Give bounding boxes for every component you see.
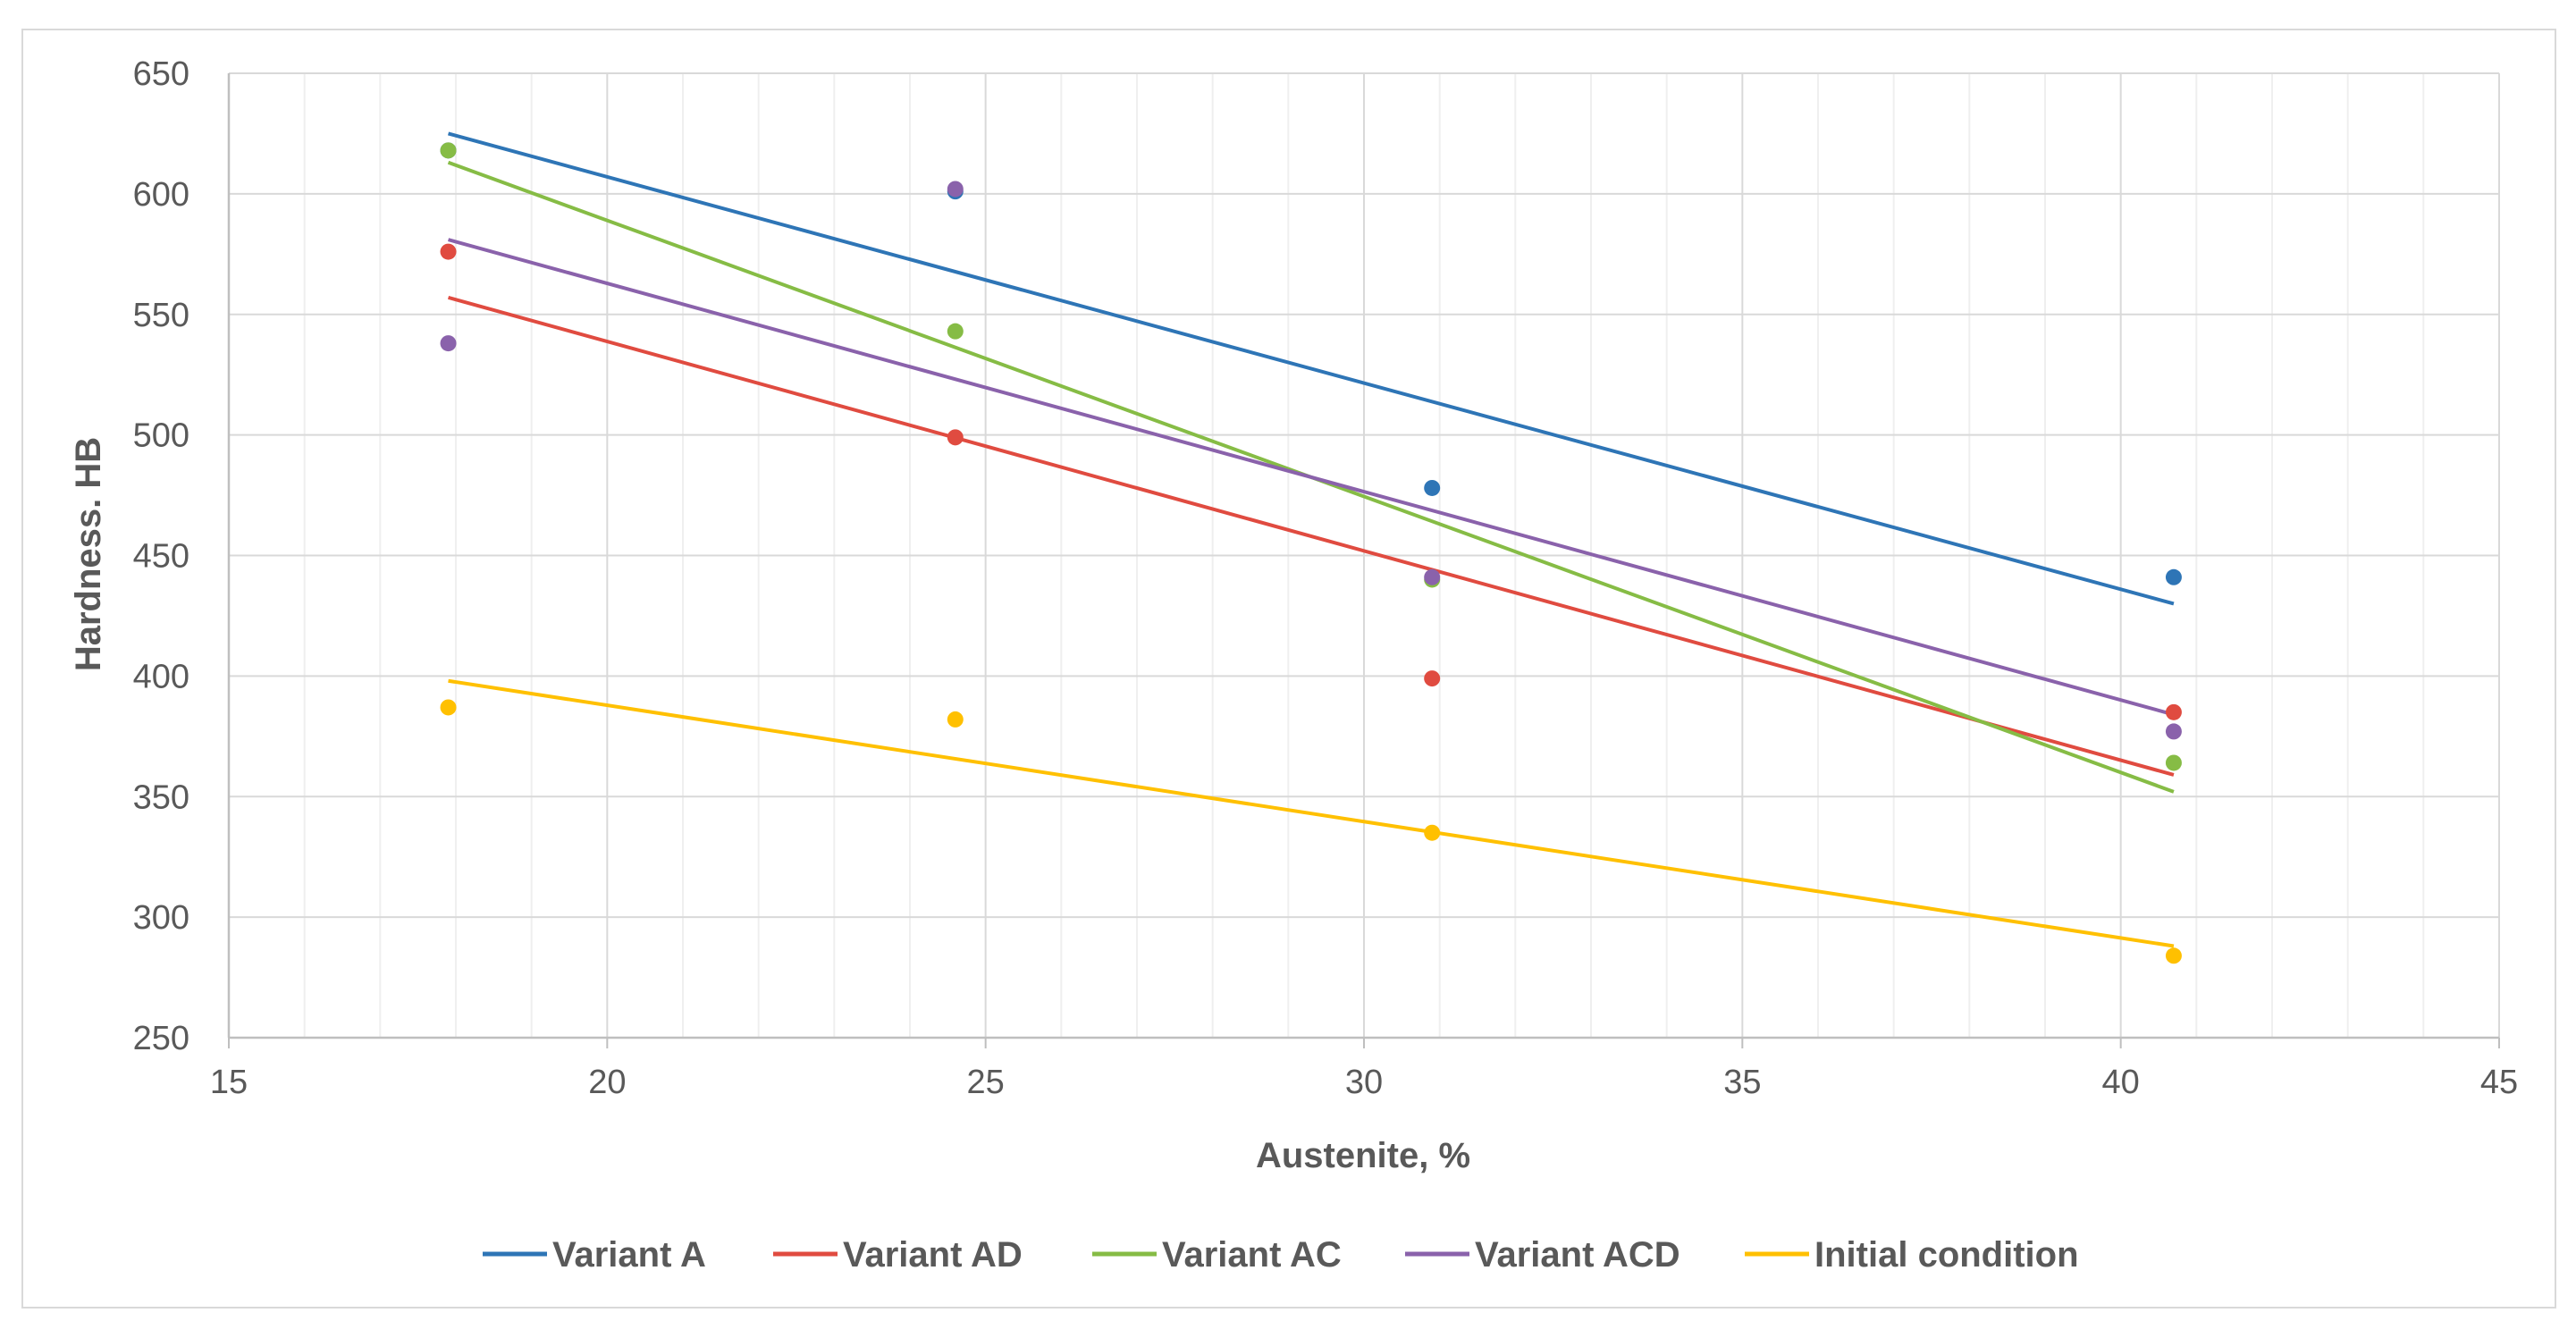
data-point-variant-acd [440, 335, 457, 352]
legend-item: Variant AD [773, 1235, 1023, 1275]
x-tick-label: 20 [588, 1064, 626, 1101]
trendline-variant-a [448, 131, 2175, 606]
major-gridlines [229, 72, 2500, 1038]
y-tick-label: 250 [133, 1020, 189, 1057]
y-tick-label: 650 [133, 55, 189, 93]
legend-label: Variant ACD [1475, 1235, 1680, 1275]
data-point-variant-acd [947, 181, 964, 198]
data-point-initial-condition [1424, 824, 1441, 841]
data-point-variant-ac [2165, 754, 2182, 771]
y-axis-title: Hardness. HB [69, 437, 108, 671]
data-point-variant-acd [1424, 568, 1441, 585]
trendline-variant-ad [448, 295, 2175, 777]
y-tick-label: 500 [133, 417, 189, 455]
legend-item: Variant A [483, 1235, 706, 1275]
trendline-variant-acd [448, 238, 2175, 717]
data-point-initial-condition [947, 711, 964, 728]
data-point-variant-ad [1424, 670, 1441, 687]
y-tick-label: 450 [133, 538, 189, 576]
y-tick-label: 600 [133, 176, 189, 214]
x-tick-label: 40 [2102, 1064, 2140, 1101]
data-point-initial-condition [2165, 947, 2182, 964]
x-tick-labels: 15 20 25 30 35 40 45 [210, 1064, 2518, 1101]
legend-item: Variant ACD [1405, 1235, 1680, 1275]
x-tick-label: 35 [1723, 1064, 1761, 1101]
legend-item: Initial condition [1745, 1235, 2079, 1275]
x-tick-label: 25 [967, 1064, 1005, 1101]
x-tick-label: 30 [1345, 1064, 1383, 1101]
y-tick-label: 300 [133, 899, 189, 937]
trendlines [447, 131, 2175, 948]
legend-label: Variant AD [843, 1235, 1023, 1275]
legend-item: Variant AC [1092, 1235, 1342, 1275]
data-point-variant-ad [947, 429, 964, 446]
data-point-variant-ad [2165, 703, 2182, 720]
data-point-initial-condition [440, 699, 457, 716]
legend-label: Initial condition [1814, 1235, 2079, 1275]
trendline-initial-condition [448, 678, 2175, 948]
legend: Variant A Variant AD Variant AC Variant ACD… [483, 1235, 2079, 1275]
x-tick-label: 15 [210, 1064, 248, 1101]
legend-label: Variant AC [1162, 1235, 1342, 1275]
data-point-variant-acd [2165, 723, 2182, 740]
y-tick-labels: 250 300 350 400 450 500 550 600 650 [133, 55, 189, 1057]
data-point-variant-ad [440, 243, 457, 260]
y-tick-label: 350 [133, 778, 189, 816]
axes [227, 73, 2500, 1048]
y-tick-label: 550 [133, 297, 189, 334]
x-tick-label: 45 [2480, 1064, 2518, 1101]
data-points [440, 142, 2182, 964]
data-point-variant-ac [440, 142, 457, 159]
data-point-variant-ac [947, 323, 964, 340]
legend-label: Variant A [552, 1235, 706, 1275]
data-point-variant-a [1424, 479, 1441, 496]
x-axis-title: Austenite, % [1256, 1136, 1470, 1175]
data-point-variant-a [2165, 568, 2182, 585]
y-tick-label: 400 [133, 658, 189, 695]
